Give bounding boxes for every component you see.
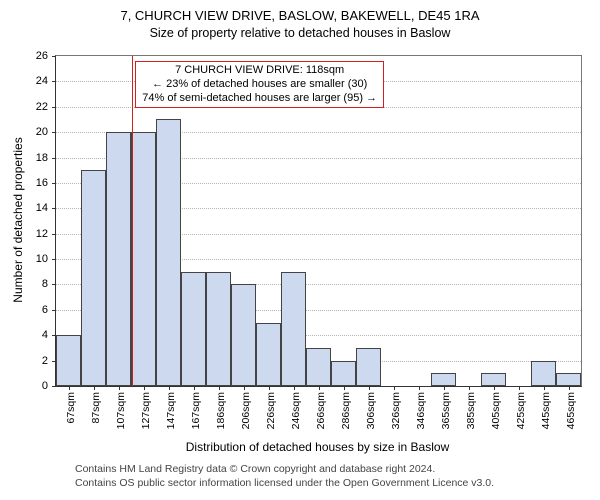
ytick-mark bbox=[52, 284, 56, 285]
xtick-label: 346sqm bbox=[415, 392, 427, 429]
xtick-label: 405sqm bbox=[490, 392, 502, 429]
histogram-bar bbox=[106, 132, 131, 386]
xtick-mark bbox=[544, 386, 545, 390]
xtick-mark bbox=[244, 386, 245, 390]
xtick-mark bbox=[469, 386, 470, 390]
xtick-mark bbox=[394, 386, 395, 390]
histogram-bar bbox=[156, 119, 181, 386]
histogram-bar bbox=[556, 373, 581, 386]
xtick-label: 306sqm bbox=[365, 392, 377, 429]
histogram-bar bbox=[356, 348, 381, 386]
y-axis-label: Number of detached properties bbox=[11, 137, 25, 302]
xtick-mark bbox=[569, 386, 570, 390]
histogram-bar bbox=[256, 323, 281, 386]
xtick-label: 147sqm bbox=[165, 392, 177, 429]
xtick-mark bbox=[519, 386, 520, 390]
chart-container: 7, CHURCH VIEW DRIVE, BASLOW, BAKEWELL, … bbox=[0, 0, 600, 500]
histogram-bar bbox=[56, 335, 81, 386]
xtick-label: 326sqm bbox=[390, 392, 402, 429]
xtick-mark bbox=[319, 386, 320, 390]
xtick-mark bbox=[194, 386, 195, 390]
annotation-line3: 74% of semi-detached houses are larger (… bbox=[142, 92, 377, 106]
xtick-mark bbox=[94, 386, 95, 390]
ytick-mark bbox=[52, 386, 56, 387]
histogram-bar bbox=[131, 132, 156, 386]
xtick-label: 266sqm bbox=[315, 392, 327, 429]
ytick-label: 0 bbox=[42, 380, 48, 392]
xtick-label: 107sqm bbox=[115, 392, 127, 429]
annotation-box: 7 CHURCH VIEW DRIVE: 118sqm ← 23% of det… bbox=[135, 61, 384, 108]
xtick-label: 206sqm bbox=[240, 392, 252, 429]
histogram-bar bbox=[431, 373, 456, 386]
ytick-label: 4 bbox=[42, 329, 48, 341]
xtick-label: 385sqm bbox=[465, 392, 477, 429]
annotation-line1: 7 CHURCH VIEW DRIVE: 118sqm bbox=[142, 64, 377, 78]
xtick-mark bbox=[219, 386, 220, 390]
xtick-mark bbox=[269, 386, 270, 390]
ytick-mark bbox=[52, 310, 56, 311]
xtick-label: 167sqm bbox=[190, 392, 202, 429]
ytick-mark bbox=[52, 234, 56, 235]
x-axis-label: Distribution of detached houses by size … bbox=[55, 440, 580, 454]
ytick-label: 14 bbox=[36, 202, 48, 214]
ytick-label: 8 bbox=[42, 278, 48, 290]
ytick-mark bbox=[52, 259, 56, 260]
xtick-label: 365sqm bbox=[440, 392, 452, 429]
ytick-mark bbox=[52, 81, 56, 82]
xtick-label: 465sqm bbox=[565, 392, 577, 429]
histogram-bar bbox=[206, 272, 231, 386]
ytick-label: 16 bbox=[36, 177, 48, 189]
xtick-label: 286sqm bbox=[340, 392, 352, 429]
histogram-bar bbox=[531, 361, 556, 386]
histogram-bar bbox=[331, 361, 356, 386]
ytick-label: 20 bbox=[36, 126, 48, 138]
xtick-label: 127sqm bbox=[140, 392, 152, 429]
ytick-label: 12 bbox=[36, 228, 48, 240]
histogram-bar bbox=[281, 272, 306, 386]
histogram-bar bbox=[181, 272, 206, 386]
ytick-label: 18 bbox=[36, 152, 48, 164]
chart-title: 7, CHURCH VIEW DRIVE, BASLOW, BAKEWELL, … bbox=[0, 8, 600, 23]
xtick-label: 246sqm bbox=[290, 392, 302, 429]
xtick-mark bbox=[294, 386, 295, 390]
annotation-line2: ← 23% of detached houses are smaller (30… bbox=[142, 78, 377, 92]
histogram-bar bbox=[231, 284, 256, 386]
chart-subtitle: Size of property relative to detached ho… bbox=[0, 26, 600, 40]
ytick-mark bbox=[52, 158, 56, 159]
xtick-label: 445sqm bbox=[540, 392, 552, 429]
ytick-label: 2 bbox=[42, 355, 48, 367]
xtick-label: 186sqm bbox=[215, 392, 227, 429]
xtick-mark bbox=[369, 386, 370, 390]
ytick-label: 22 bbox=[36, 101, 48, 113]
histogram-bar bbox=[481, 373, 506, 386]
xtick-label: 87sqm bbox=[90, 392, 102, 424]
ytick-mark bbox=[52, 56, 56, 57]
ytick-mark bbox=[52, 208, 56, 209]
footer-line1: Contains HM Land Registry data © Crown c… bbox=[75, 463, 494, 477]
xtick-mark bbox=[494, 386, 495, 390]
ytick-mark bbox=[52, 183, 56, 184]
histogram-bar bbox=[306, 348, 331, 386]
xtick-mark bbox=[344, 386, 345, 390]
xtick-label: 226sqm bbox=[265, 392, 277, 429]
histogram-bar bbox=[81, 170, 106, 386]
ytick-label: 24 bbox=[36, 75, 48, 87]
xtick-mark bbox=[69, 386, 70, 390]
footer-attribution: Contains HM Land Registry data © Crown c… bbox=[75, 463, 494, 490]
ytick-label: 10 bbox=[36, 253, 48, 265]
ytick-label: 26 bbox=[36, 50, 48, 62]
xtick-mark bbox=[144, 386, 145, 390]
xtick-mark bbox=[444, 386, 445, 390]
xtick-label: 67sqm bbox=[65, 392, 77, 424]
xtick-mark bbox=[169, 386, 170, 390]
reference-line bbox=[132, 56, 133, 386]
xtick-label: 425sqm bbox=[515, 392, 527, 429]
ytick-mark bbox=[52, 107, 56, 108]
ytick-label: 6 bbox=[42, 304, 48, 316]
ytick-mark bbox=[52, 132, 56, 133]
footer-line2: Contains OS public sector information li… bbox=[75, 477, 494, 491]
xtick-mark bbox=[419, 386, 420, 390]
xtick-mark bbox=[119, 386, 120, 390]
